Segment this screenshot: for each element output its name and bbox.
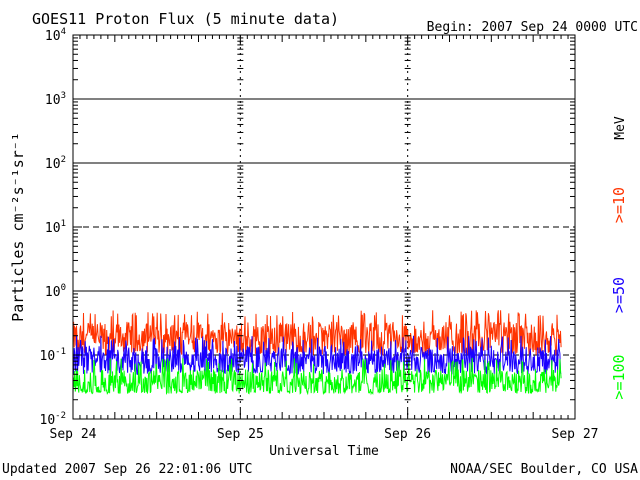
y-tick-label: 104 xyxy=(45,27,66,44)
source-label: NOAA/SEC Boulder, CO USA xyxy=(450,462,638,477)
legend-label: >=10 xyxy=(610,187,628,223)
updated-label: Updated 2007 Sep 26 22:01:06 UTC xyxy=(2,462,252,477)
y-axis-title: Particles cm⁻²s⁻¹sr⁻¹ xyxy=(9,132,27,322)
y-tick-label: 103 xyxy=(45,91,66,108)
y-tick-label: 102 xyxy=(45,155,66,172)
x-tick-label: Sep 26 xyxy=(384,427,431,442)
series-line-3 xyxy=(72,357,562,396)
series-layer xyxy=(72,310,562,396)
legend-label: >=100 xyxy=(610,354,628,399)
chart-title: GOES11 Proton Flux (5 minute data) xyxy=(32,10,339,28)
x-axis-title: Universal Time xyxy=(269,444,379,459)
x-tick-label: Sep 27 xyxy=(552,427,599,442)
y-tick-label: 101 xyxy=(45,219,66,236)
legend-label: >=50 xyxy=(610,277,628,313)
series-line-1 xyxy=(72,310,562,357)
begin-label: Begin: 2007 Sep 24 0000 UTC xyxy=(427,20,638,35)
y-tick-label: 10-1 xyxy=(40,347,67,364)
legend-unit-label: MeV xyxy=(613,116,628,140)
x-tick-label: Sep 25 xyxy=(217,427,264,442)
y-tick-label: 100 xyxy=(45,283,66,300)
y-tick-label: 10-2 xyxy=(40,411,67,428)
legend: >=10 >=50 >=100 MeV xyxy=(610,116,628,399)
x-tick-label: Sep 24 xyxy=(50,427,97,442)
series-line-2 xyxy=(72,335,562,376)
